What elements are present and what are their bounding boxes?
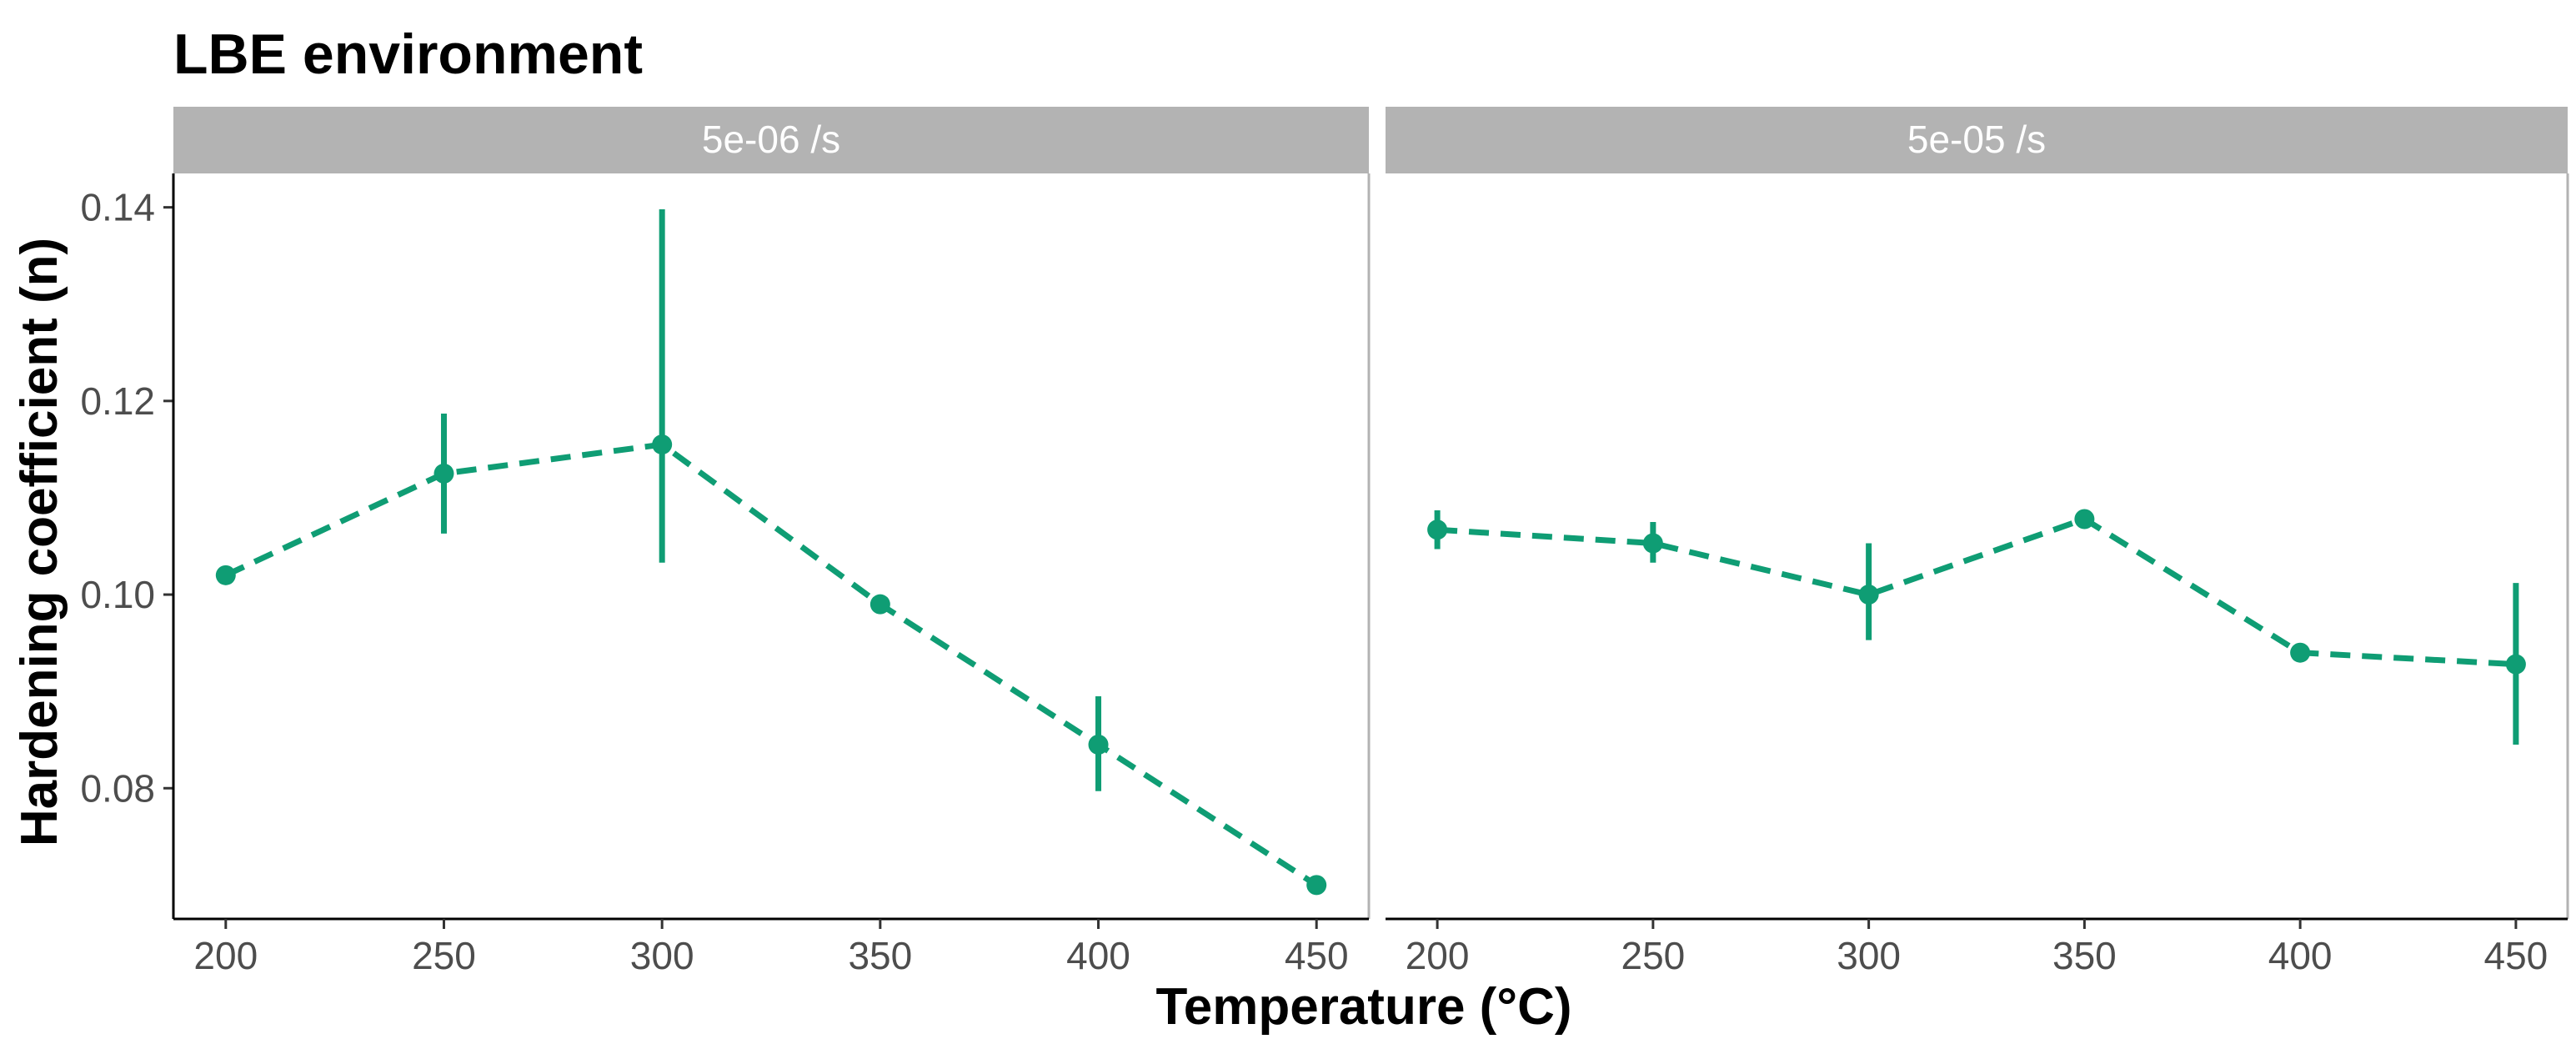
x-tick-label: 200 xyxy=(1406,934,1470,977)
facet-panels: 5e-06 /s 200 250 300 350 400 450 5e-05 /s 200 250… xyxy=(172,107,2569,977)
facet-strip xyxy=(1386,107,2568,173)
data-point xyxy=(434,463,454,484)
chart-title: LBE environment xyxy=(173,23,643,86)
facet-panel-2: 5e-05 /s 200 250 300 350 400 450 xyxy=(1386,107,2569,977)
x-tick-label: 450 xyxy=(1285,934,1349,977)
data-point xyxy=(2074,509,2095,530)
y-tick-label: 0.12 xyxy=(80,379,155,423)
x-tick-label: 200 xyxy=(193,934,258,977)
data-point xyxy=(1088,735,1109,755)
data-point xyxy=(1427,519,1448,540)
data-point xyxy=(652,434,673,455)
x-tick-label: 400 xyxy=(2268,934,2333,977)
y-tick-label: 0.14 xyxy=(80,186,155,229)
facet-panel-1: 5e-06 /s 200 250 300 350 400 450 xyxy=(172,107,1371,977)
data-point xyxy=(1858,585,1879,605)
data-point xyxy=(2290,642,2311,663)
facet-strip-label: 5e-06 /s xyxy=(702,118,840,161)
x-tick-label: 250 xyxy=(412,934,476,977)
data-point xyxy=(1642,533,1663,554)
y-axis-title: Hardening coefficient (n) xyxy=(11,238,68,846)
x-tick-label: 450 xyxy=(2484,934,2548,977)
data-point xyxy=(215,565,236,585)
data-point xyxy=(1306,875,1327,896)
x-tick-label: 400 xyxy=(1066,934,1130,977)
data-point xyxy=(2505,654,2526,675)
x-tick-label: 300 xyxy=(630,934,694,977)
series-line xyxy=(224,441,1319,888)
series-line xyxy=(1436,515,2517,668)
x-tick-label: 350 xyxy=(2052,934,2117,977)
x-tick-label: 250 xyxy=(1621,934,1685,977)
facet-strip xyxy=(173,107,1369,173)
x-tick-label: 350 xyxy=(848,934,912,977)
y-tick-label: 0.10 xyxy=(80,573,155,616)
x-tick-label: 300 xyxy=(1837,934,1901,977)
y-tick-label: 0.08 xyxy=(80,766,155,810)
y-axis: 0.08 0.10 0.12 0.14 xyxy=(80,186,173,810)
facet-strip-label: 5e-05 /s xyxy=(1907,118,2046,161)
data-point xyxy=(870,594,890,615)
x-axis-title: Temperature (°C) xyxy=(1155,978,1571,1036)
